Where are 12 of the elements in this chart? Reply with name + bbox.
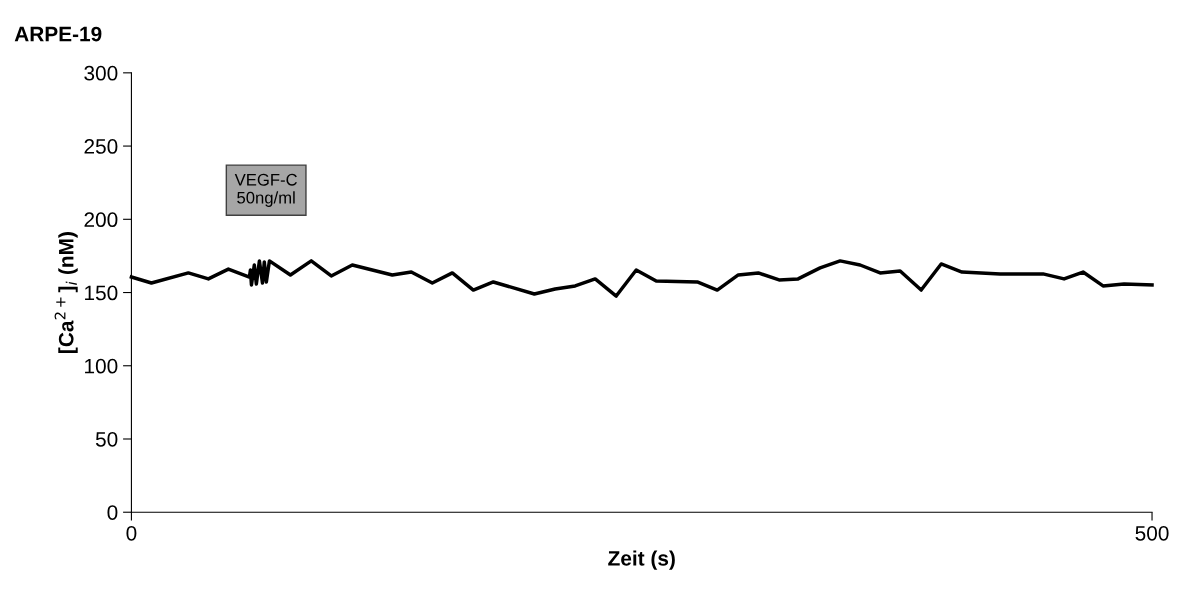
chart-title: ARPE-19 — [14, 26, 102, 42]
y-tick-label: 100 — [85, 358, 118, 374]
y-tick-label: 300 — [84, 65, 118, 81]
y-tick-label: 150 — [85, 285, 118, 301]
y-axis-title: [Ca$^{2+}$]$_{i}$ (nM) — [54, 232, 78, 353]
y-tick-label: 200 — [84, 212, 118, 228]
annotation: VEGF-C 50ng/ml — [234, 173, 297, 207]
y-tick-label: 250 — [84, 139, 118, 154]
x-tick-label: 500 — [1135, 525, 1169, 541]
y-tick-label: 0 — [107, 505, 118, 520]
x-axis-title: Zeit (s) — [608, 550, 675, 570]
y-tick-label: 50 — [95, 432, 118, 447]
